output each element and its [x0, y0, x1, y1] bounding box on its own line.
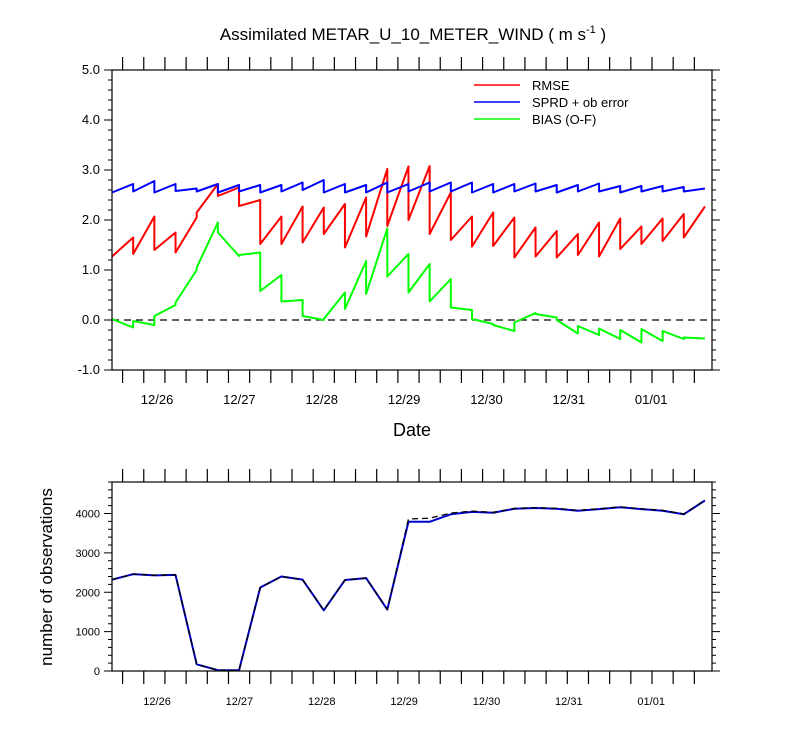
- top-y-tick-label: 5.0: [82, 62, 100, 77]
- bottom-y-tick-label: 0: [94, 666, 100, 678]
- top-plot-frame: [111, 69, 713, 371]
- top-y-tick-label: 3.0: [82, 162, 100, 177]
- bottom-plot-area: [111, 499, 706, 672]
- bottom-series-assimilated: [111, 499, 706, 672]
- legend-label: RMSE: [532, 78, 570, 93]
- bottom-x-tick-label: 12/31: [555, 696, 583, 708]
- title-superscript: -1: [586, 24, 596, 36]
- bottom-x-tick-label: 12/28: [308, 696, 336, 708]
- top-legend: RMSE SPRD + ob error BIAS (O-F): [474, 78, 629, 127]
- legend-label: SPRD + ob error: [532, 95, 629, 110]
- top-chart-title: Assimilated METAR_U_10_METER_WIND ( m s-…: [220, 24, 606, 44]
- bottom-panel: 12/26 12/27 12/28 12/29 12/30 12/31 01/01 0 1000…: [37, 469, 720, 708]
- bottom-series-possible: [111, 499, 706, 671]
- bottom-x-tick-label: 12/27: [226, 696, 254, 708]
- legend-label: BIAS (O-F): [532, 112, 596, 127]
- top-x-axis-label: Date: [393, 420, 431, 440]
- bottom-axes: 12/26 12/27 12/28 12/29 12/30 12/31 01/01 0 1000…: [76, 469, 720, 708]
- top-x-tick-label: 12/29: [388, 392, 421, 407]
- top-plot-area: [111, 165, 712, 344]
- top-y-tick-label: 2.0: [82, 212, 100, 227]
- bottom-y-tick-label: 4000: [76, 509, 100, 521]
- title-end: ): [596, 25, 606, 44]
- top-y-tick-label: 4.0: [82, 112, 100, 127]
- top-x-tick-label: 12/31: [553, 392, 586, 407]
- top-x-tick-label: 12/26: [141, 392, 174, 407]
- top-x-tick-label: 12/28: [305, 392, 338, 407]
- bottom-x-tick-label: 01/01: [637, 696, 665, 708]
- bottom-y-tick-label: 1000: [76, 627, 100, 639]
- top-y-tick-label: 0.0: [82, 312, 100, 327]
- bottom-y-axis-label: number of observations: [37, 488, 56, 666]
- bottom-y-tick-label: 2000: [76, 587, 100, 599]
- top-series-rmse: [111, 165, 706, 259]
- bottom-x-tick-label: 12/29: [390, 696, 418, 708]
- top-axes: 12/26 12/27 12/28 12/29 12/30 12/31 01/01 -1.0 0…: [78, 57, 720, 407]
- bottom-y-tick-label: 3000: [76, 548, 100, 560]
- top-y-tick-label: 1.0: [82, 262, 100, 277]
- bottom-x-tick-label: 12/26: [143, 696, 171, 708]
- top-series-sprd-ob-error: [111, 179, 706, 194]
- top-series-bias-o-f: [111, 221, 705, 344]
- top-y-tick-label: -1.0: [78, 362, 100, 377]
- top-x-tick-label: 12/30: [470, 392, 503, 407]
- bottom-plot-frame: [111, 481, 713, 672]
- top-x-tick-label: 12/27: [223, 392, 256, 407]
- top-x-tick-label: 01/01: [635, 392, 668, 407]
- top-panel: Assimilated METAR_U_10_METER_WIND ( m s-…: [78, 24, 720, 440]
- bottom-x-tick-label: 12/30: [473, 696, 501, 708]
- title-main: Assimilated METAR_U_10_METER_WIND ( m s: [220, 25, 586, 44]
